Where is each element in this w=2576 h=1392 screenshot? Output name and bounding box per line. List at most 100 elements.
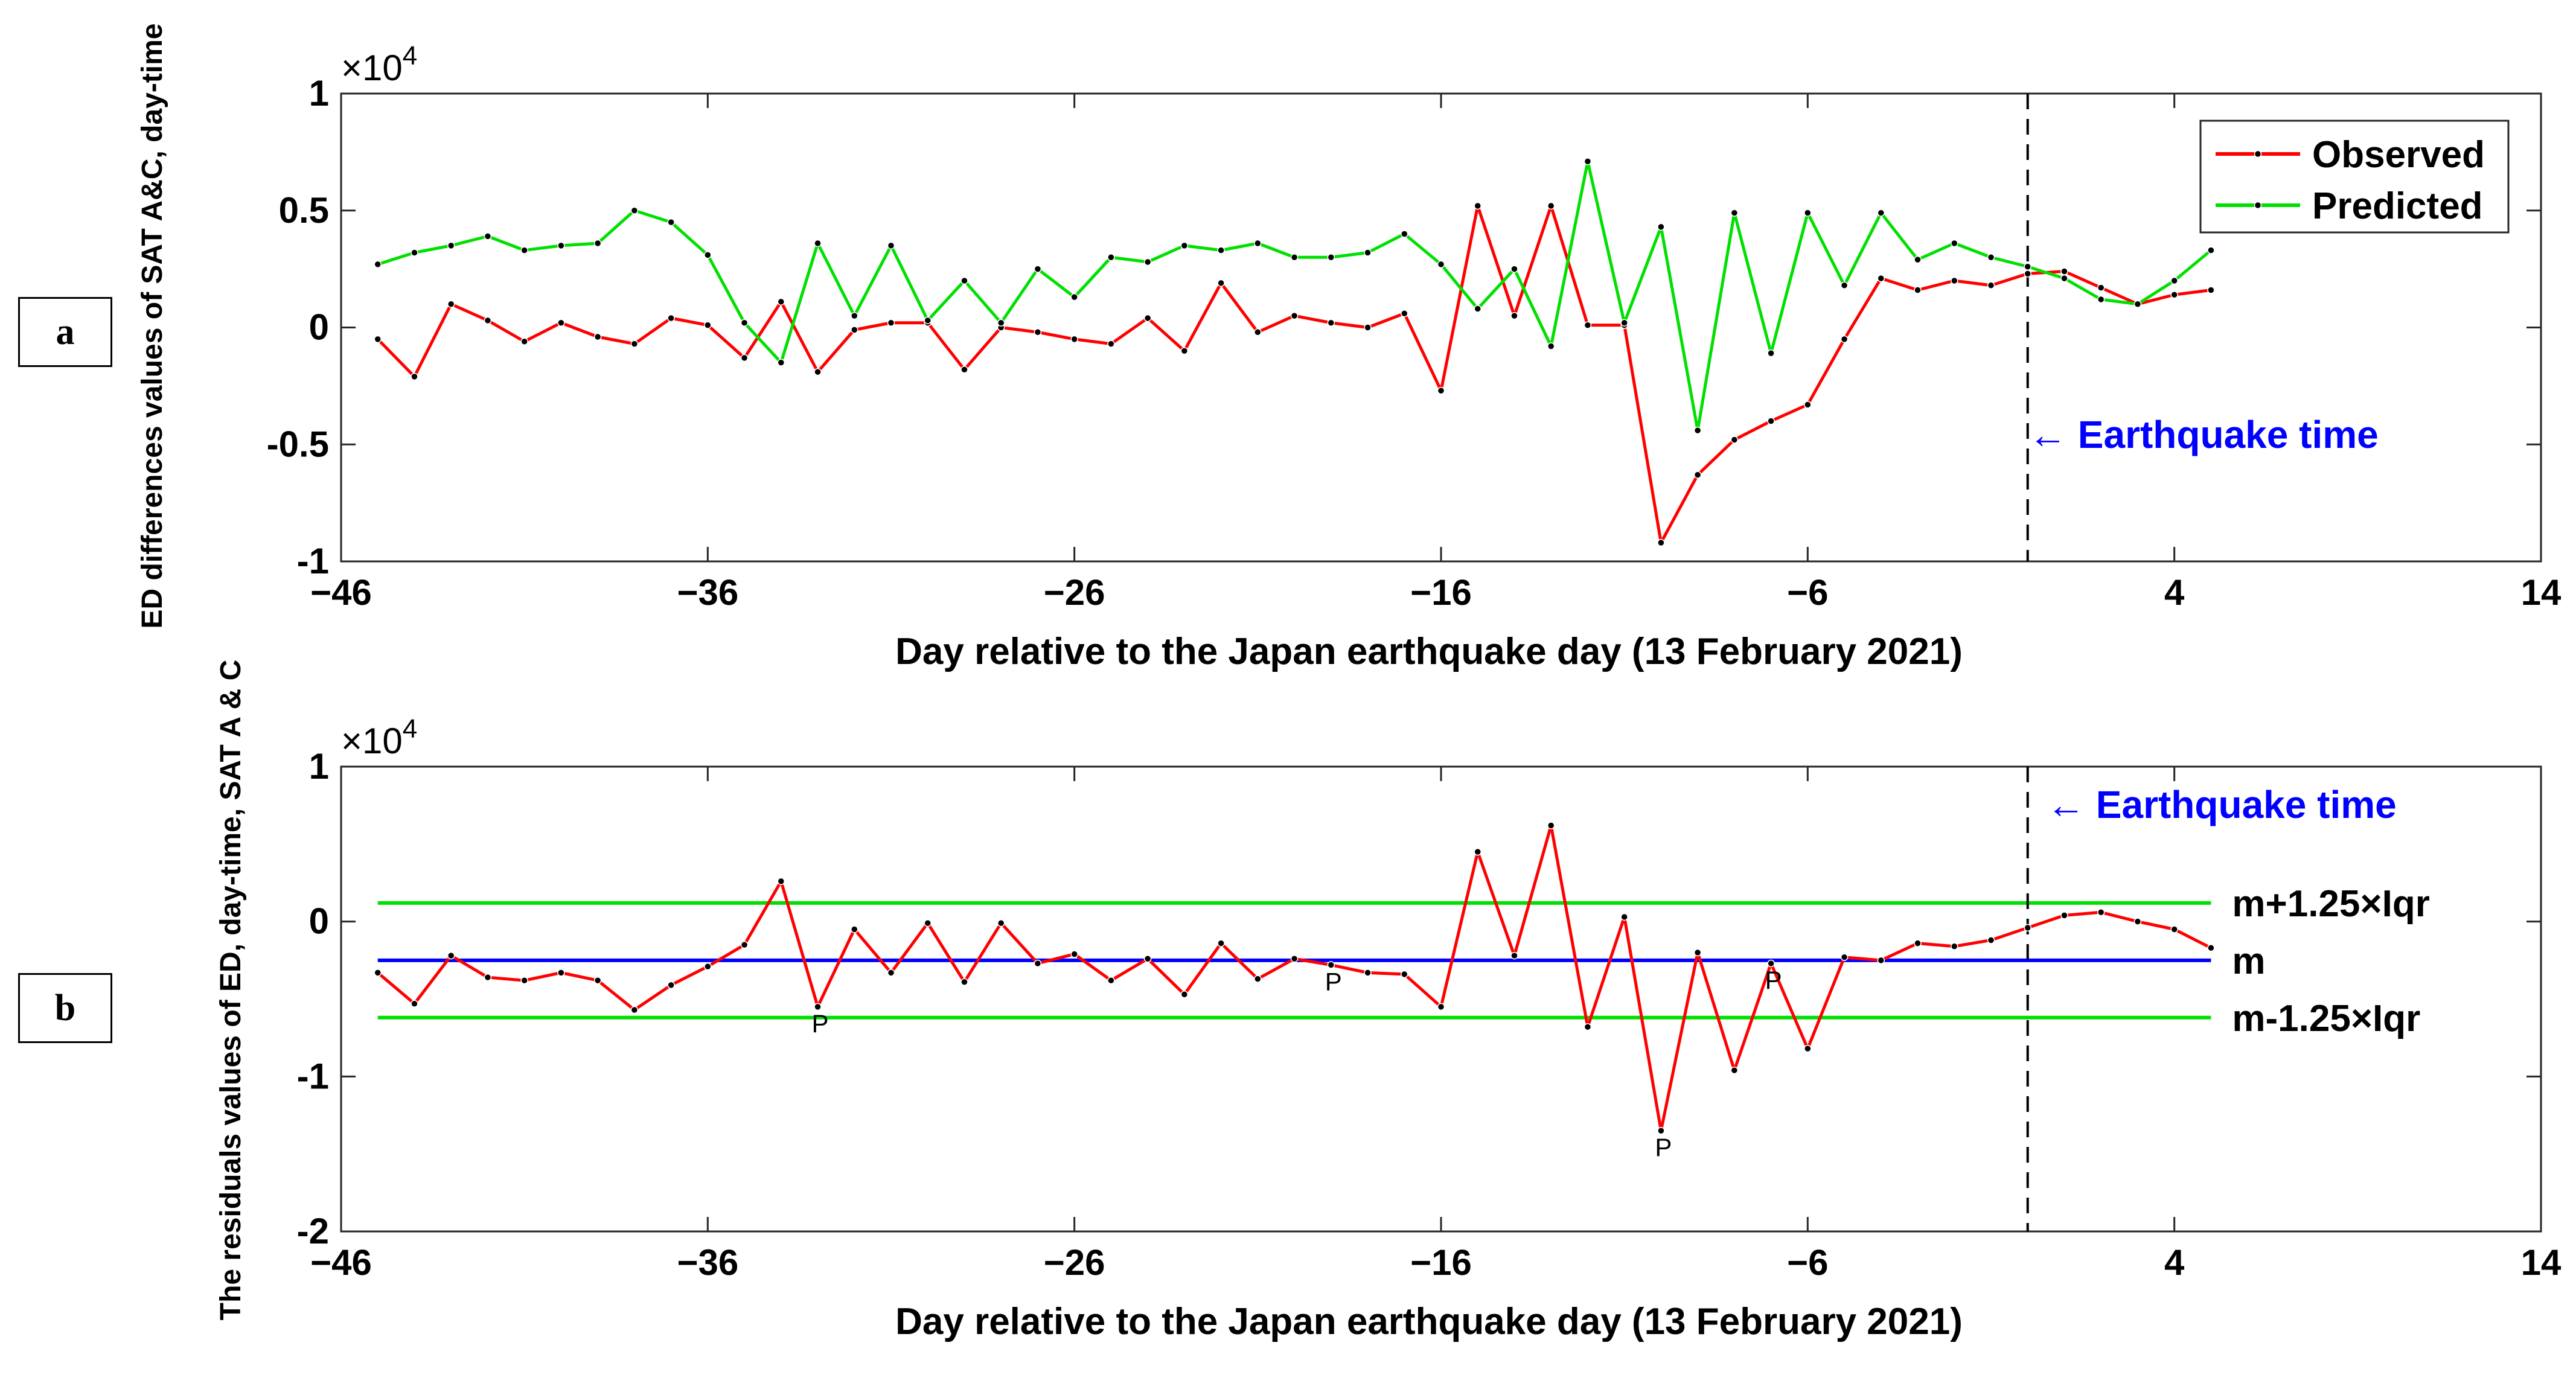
data-point-residuals — [1730, 1066, 1739, 1074]
data-point-predicted — [704, 251, 712, 259]
data-point-predicted — [924, 316, 932, 325]
data-point-predicted — [1840, 281, 1849, 289]
data-point-observed — [1547, 202, 1555, 210]
legend-marker — [2254, 150, 2262, 158]
data-point-observed — [630, 340, 639, 348]
data-point-predicted — [2170, 276, 2178, 285]
data-point-residuals — [1034, 959, 1042, 968]
earthquake-annotation: ← Earthquake time — [2047, 783, 2397, 826]
data-point-observed — [1364, 324, 1372, 331]
data-point-residuals — [1584, 1023, 1592, 1031]
data-point-observed — [557, 319, 565, 327]
data-point-predicted — [1767, 349, 1775, 357]
data-point-predicted — [1437, 260, 1445, 269]
data-point-predicted — [630, 206, 639, 214]
data-point-observed — [1290, 311, 1299, 320]
data-point-residuals — [1364, 969, 1372, 977]
data-point-predicted — [1804, 209, 1812, 217]
data-point-predicted — [2097, 295, 2105, 304]
panel-a-label: a — [18, 297, 112, 367]
data-point-residuals — [924, 919, 932, 927]
data-point-observed — [2170, 291, 2178, 299]
data-point-residuals — [593, 976, 602, 985]
data-point-predicted — [814, 239, 822, 247]
data-point-predicted — [1657, 223, 1665, 231]
data-point-observed — [593, 333, 602, 341]
data-point-observed — [1584, 321, 1592, 329]
data-point-residuals — [1620, 913, 1628, 921]
data-point-predicted — [374, 260, 382, 269]
data-point-residuals — [411, 1000, 418, 1007]
data-point-residuals — [887, 969, 895, 977]
y-tick-label: 0 — [309, 307, 329, 348]
data-point-predicted — [1401, 230, 1408, 238]
data-point-observed — [814, 368, 822, 376]
reference-line-label: m+1.25×Iqr — [2232, 883, 2429, 925]
data-point-predicted — [593, 239, 602, 247]
data-point-observed — [520, 337, 528, 345]
data-point-observed — [851, 326, 858, 334]
data-point-residuals — [997, 919, 1005, 927]
data-point-residuals — [374, 969, 382, 977]
data-point-residuals — [1510, 951, 1518, 960]
data-point-residuals — [1107, 976, 1115, 985]
data-point-predicted — [667, 218, 675, 226]
outlier-marker: P — [1655, 1133, 1672, 1161]
x-tick-label: 14 — [2521, 1242, 2562, 1283]
data-point-residuals — [1840, 953, 1849, 961]
reference-line-label: m — [2232, 940, 2265, 982]
plot-area-frame — [340, 765, 2542, 1233]
data-point-observed — [484, 316, 492, 325]
data-point-predicted — [1327, 254, 1335, 261]
data-point-residuals — [704, 962, 712, 971]
x-axis-label: Day relative to the Japan earthquake day… — [895, 1301, 1963, 1343]
data-point-observed — [1437, 386, 1445, 395]
y-exponent-label: ×104 — [341, 714, 417, 761]
data-point-residuals — [1987, 936, 1995, 944]
data-point-observed — [1730, 436, 1739, 444]
data-point-predicted — [411, 249, 418, 257]
data-point-predicted — [1143, 258, 1152, 266]
outlier-marker: P — [1325, 968, 1342, 996]
data-point-predicted — [1474, 305, 1481, 313]
x-tick-label: −36 — [677, 572, 738, 613]
data-point-residuals — [1437, 1003, 1445, 1011]
earthquake-annotation: ← Earthquake time — [2028, 413, 2379, 456]
outlier-marker: P — [1765, 966, 1782, 994]
data-point-residuals — [851, 925, 858, 933]
data-point-residuals — [2207, 944, 2215, 952]
panel-a-label-text: a — [56, 311, 75, 353]
data-point-observed — [1070, 335, 1078, 343]
data-point-observed — [1767, 417, 1775, 425]
panel-b-label: b — [18, 973, 112, 1043]
data-point-observed — [1180, 347, 1189, 355]
data-point-predicted — [520, 246, 528, 254]
data-point-observed — [1034, 328, 1042, 336]
data-point-residuals — [2060, 912, 2068, 919]
data-point-observed — [1951, 276, 1958, 285]
data-point-observed — [1401, 310, 1408, 318]
data-point-residuals — [1290, 955, 1299, 963]
data-point-predicted — [1217, 246, 1225, 254]
x-tick-label: −26 — [1044, 1242, 1105, 1283]
data-point-residuals — [2170, 925, 2178, 933]
data-point-observed — [704, 321, 712, 329]
data-point-predicted — [1180, 241, 1189, 250]
data-point-predicted — [1951, 239, 1958, 247]
data-point-predicted — [2133, 300, 2142, 308]
data-point-residuals — [2097, 908, 2105, 916]
x-tick-label: −46 — [310, 1242, 372, 1283]
x-tick-label: 14 — [2521, 572, 2562, 613]
data-point-predicted — [1254, 239, 1262, 247]
data-point-predicted — [557, 241, 565, 250]
x-tick-label: −46 — [310, 572, 372, 613]
data-point-predicted — [1620, 319, 1628, 327]
data-point-residuals — [1070, 950, 1078, 958]
reference-line-label: m-1.25×Iqr — [2232, 998, 2420, 1039]
data-point-observed — [667, 314, 675, 322]
data-point-observed — [1217, 279, 1225, 287]
data-point-predicted — [1547, 342, 1555, 350]
data-point-observed — [1327, 319, 1335, 327]
data-point-observed — [1840, 335, 1849, 343]
data-point-residuals — [1254, 975, 1262, 983]
